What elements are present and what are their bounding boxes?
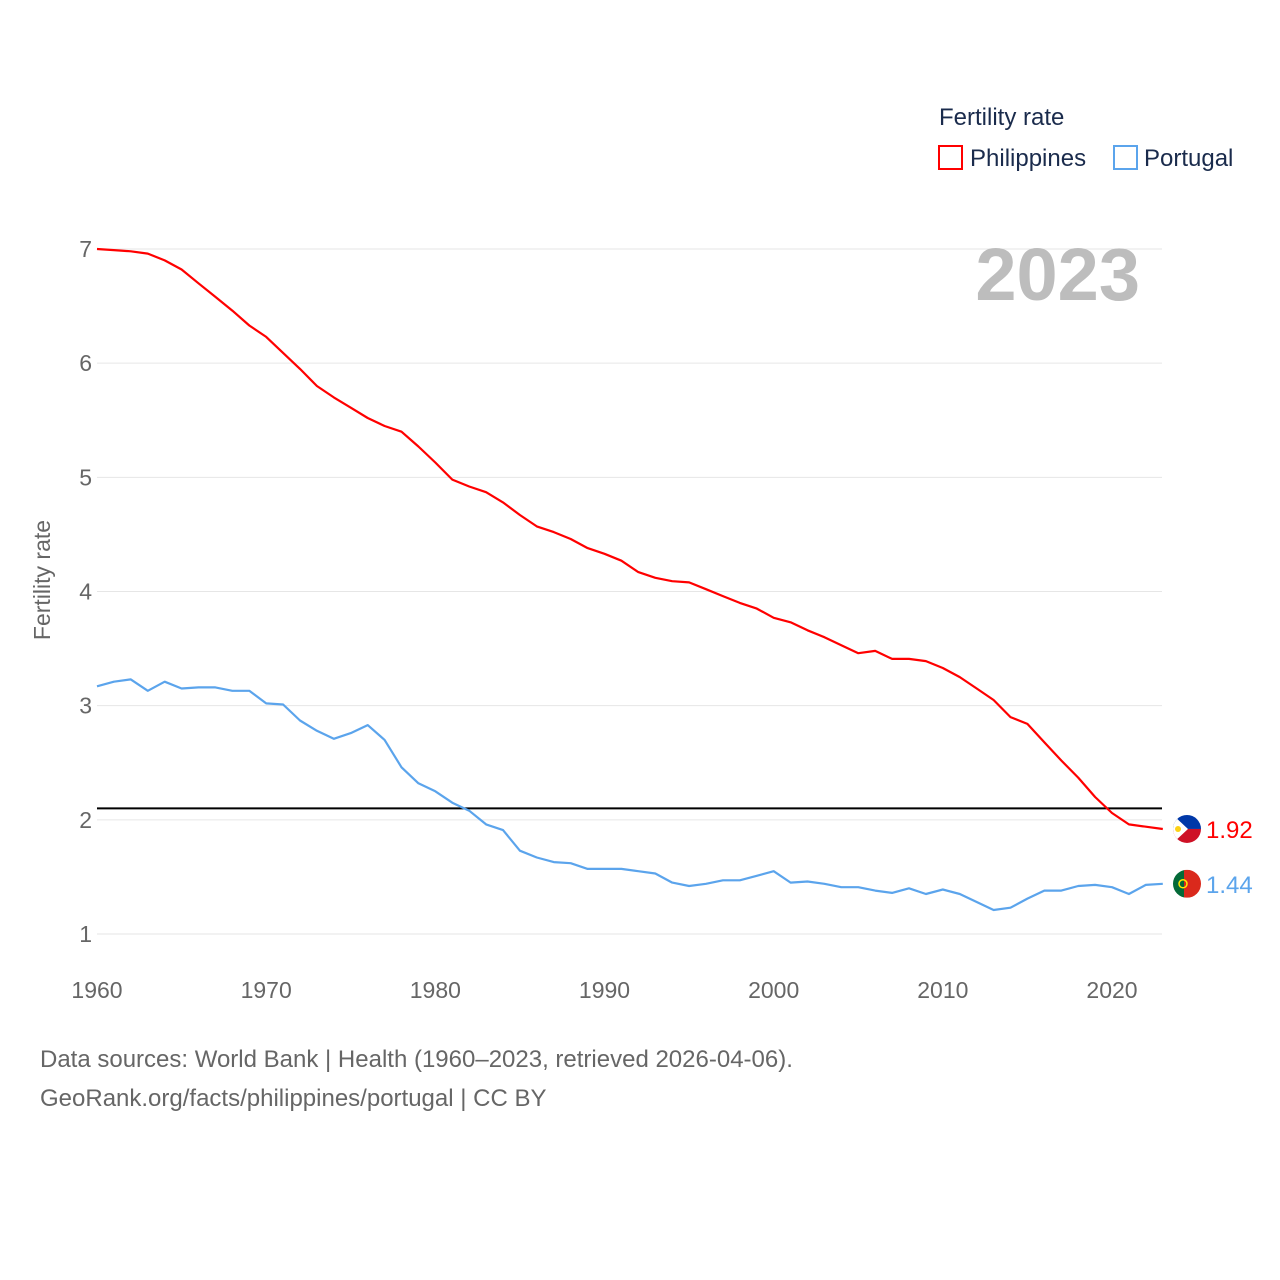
x-tick-label: 1990: [579, 977, 630, 1003]
year-watermark: 2023: [975, 233, 1140, 316]
y-tick-label: 7: [79, 236, 92, 262]
legend-item-portugal[interactable]: Portugal: [1113, 145, 1233, 172]
y-tick-label: 1: [79, 921, 92, 947]
flag-icon-portugal: [1173, 869, 1201, 898]
x-tick-label: 2020: [1086, 977, 1137, 1003]
end-value-label-philippines: 1.92: [1206, 817, 1253, 844]
x-tick-label: 2010: [917, 977, 968, 1003]
x-tick-label: 1980: [410, 977, 461, 1003]
y-tick-label: 2: [79, 807, 92, 833]
y-axis-label: Fertility rate: [29, 520, 55, 640]
y-tick-label: 6: [79, 350, 92, 376]
y-tick-label: 3: [79, 693, 92, 719]
series-line-philippines: [96, 247, 1163, 831]
series-line-portugal: [96, 678, 1163, 912]
x-tick-label: 1960: [71, 977, 122, 1003]
y-tick-label: 5: [79, 464, 92, 490]
footer-attribution: GeoRank.org/facts/philippines/portugal |…: [40, 1085, 547, 1112]
legend-label-portugal: Portugal: [1144, 145, 1233, 172]
y-tick-label: 4: [79, 579, 92, 605]
legend-swatch-portugal: [1113, 145, 1138, 170]
end-value-label-portugal: 1.44: [1206, 872, 1253, 899]
flag-icon-philippines: [1173, 814, 1201, 843]
legend-swatch-philippines: [938, 145, 963, 170]
footer-sources: Data sources: World Bank | Health (1960–…: [40, 1046, 793, 1073]
legend-title: Fertility rate: [939, 104, 1064, 131]
x-tick-label: 2000: [748, 977, 799, 1003]
legend-label-philippines: Philippines: [970, 145, 1086, 172]
legend-item-philippines[interactable]: Philippines: [938, 145, 1086, 172]
x-tick-label: 1970: [241, 977, 292, 1003]
